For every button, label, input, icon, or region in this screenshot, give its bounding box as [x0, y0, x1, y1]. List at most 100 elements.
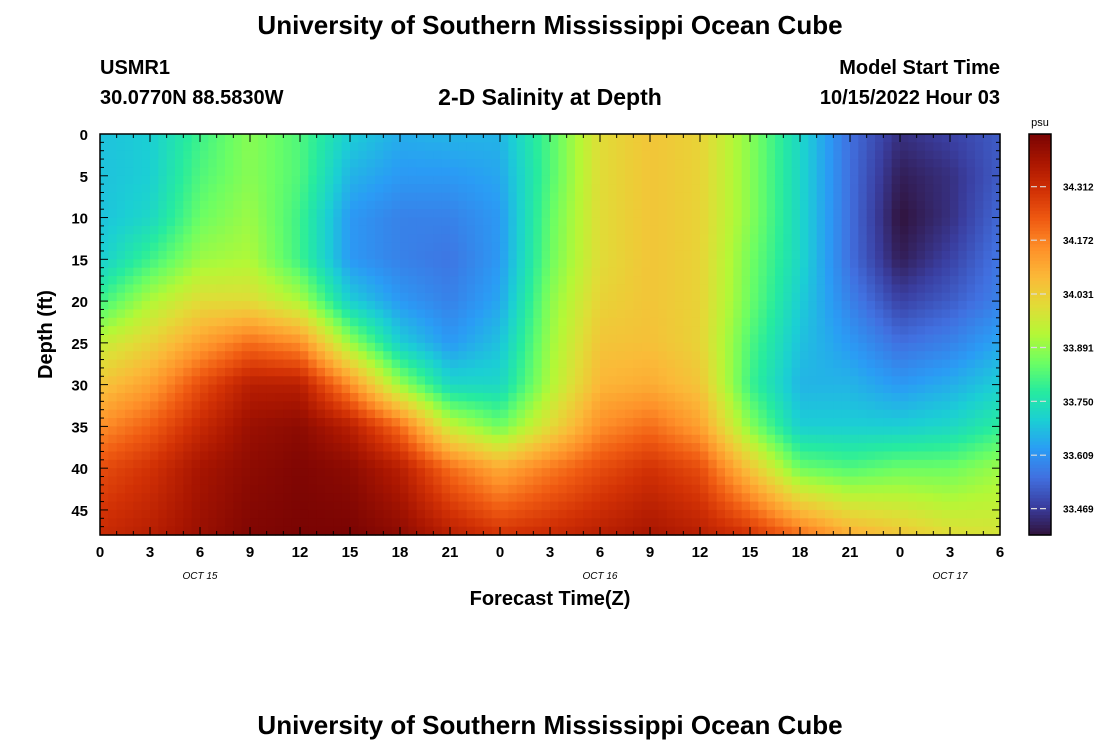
heatmap-cell — [258, 250, 268, 260]
heatmap-cell — [766, 159, 776, 169]
heatmap-cell — [691, 484, 701, 494]
heatmap-cell — [908, 509, 918, 519]
heatmap-cell — [266, 309, 276, 319]
heatmap-cell — [133, 317, 143, 327]
heatmap-cell — [858, 451, 868, 461]
heatmap-cell — [125, 200, 134, 210]
heatmap-cell — [458, 359, 468, 369]
heatmap-cell — [266, 284, 276, 294]
heatmap-cell — [500, 476, 509, 486]
heatmap-cell — [125, 418, 134, 427]
heatmap-cell — [900, 134, 909, 143]
heatmap-cell — [500, 518, 509, 528]
heatmap-cell — [616, 159, 626, 169]
heatmap-cell — [783, 292, 793, 302]
heatmap-cell — [300, 217, 309, 227]
heatmap-cell — [558, 426, 568, 436]
heatmap-cell — [841, 367, 851, 377]
heatmap-cell — [358, 284, 368, 294]
heatmap-cell — [833, 342, 843, 352]
heatmap-cell — [666, 501, 676, 511]
heatmap-cell — [650, 401, 659, 411]
heatmap-cell — [475, 367, 484, 377]
heatmap-cell — [341, 225, 351, 235]
heatmap-cell — [225, 501, 234, 511]
heatmap-cell — [658, 234, 668, 244]
heatmap-cell — [366, 342, 376, 352]
heatmap-cell — [883, 250, 893, 260]
heatmap-cell — [883, 493, 893, 503]
heatmap-cell — [358, 426, 368, 436]
heatmap-cell — [666, 192, 676, 202]
heatmap-cell — [150, 484, 159, 494]
heatmap-cell — [741, 317, 751, 327]
heatmap-cell — [850, 476, 859, 486]
heatmap-cell — [866, 134, 876, 143]
heatmap-cell — [350, 342, 359, 352]
heatmap-cell — [633, 334, 643, 344]
heatmap-cell — [375, 150, 384, 160]
heatmap-cell — [466, 234, 476, 244]
heatmap-cell — [791, 301, 801, 311]
heatmap-cell — [250, 292, 259, 302]
heatmap-cell — [766, 200, 776, 210]
heatmap-cell — [800, 192, 809, 202]
heatmap-cell — [583, 384, 593, 394]
heatmap-cell — [233, 184, 243, 194]
heatmap-cell — [108, 493, 118, 503]
heatmap-cell — [683, 451, 693, 461]
heatmap-cell — [916, 309, 926, 319]
heatmap-cell — [258, 518, 268, 528]
heatmap-cell — [300, 392, 309, 402]
heatmap-cell — [233, 242, 243, 252]
heatmap-cell — [758, 476, 768, 486]
heatmap-cell — [700, 359, 709, 369]
heatmap-cell — [575, 451, 584, 461]
heatmap-cell — [775, 418, 784, 427]
heatmap-cell — [650, 451, 659, 461]
heatmap-cell — [208, 526, 218, 536]
heatmap-cell — [541, 351, 551, 361]
heatmap-cell — [133, 150, 143, 160]
heatmap-cell — [375, 184, 384, 194]
heatmap-cell — [250, 184, 259, 194]
heatmap-cell — [483, 259, 493, 269]
heatmap-cell — [358, 184, 368, 194]
heatmap-cell — [475, 167, 484, 177]
heatmap-cell — [725, 443, 734, 453]
heatmap-cell — [350, 292, 359, 302]
heatmap-cell — [550, 309, 559, 319]
heatmap-cell — [875, 242, 884, 252]
heatmap-cell — [566, 376, 576, 386]
heatmap-cell — [541, 443, 551, 453]
heatmap-cell — [500, 284, 509, 294]
heatmap-cell — [508, 401, 518, 411]
heatmap-cell — [133, 468, 143, 478]
heatmap-cell — [125, 317, 134, 327]
heatmap-cell — [808, 234, 818, 244]
heatmap-cell — [241, 334, 251, 344]
heatmap-cell — [633, 309, 643, 319]
heatmap-cell — [650, 309, 659, 319]
heatmap-cell — [100, 309, 109, 319]
heatmap-cell — [925, 476, 934, 486]
heatmap-cell — [541, 142, 551, 152]
heatmap-cell — [850, 351, 859, 361]
heatmap-cell — [833, 292, 843, 302]
heatmap-cell — [708, 175, 718, 185]
heatmap-cell — [716, 384, 726, 394]
heatmap-cell — [933, 301, 943, 311]
heatmap-cell — [225, 284, 234, 294]
heatmap-cell — [325, 184, 334, 194]
heatmap-cell — [441, 434, 451, 444]
heatmap-cell — [866, 225, 876, 235]
heatmap-cell — [800, 509, 809, 519]
heatmap-cell — [366, 234, 376, 244]
heatmap-cell — [666, 476, 676, 486]
heatmap-cell — [383, 367, 393, 377]
heatmap-cell — [266, 418, 276, 427]
heatmap-cell — [125, 242, 134, 252]
heatmap-cell — [116, 476, 126, 486]
heatmap-cell — [866, 334, 876, 344]
heatmap-cell — [533, 476, 543, 486]
